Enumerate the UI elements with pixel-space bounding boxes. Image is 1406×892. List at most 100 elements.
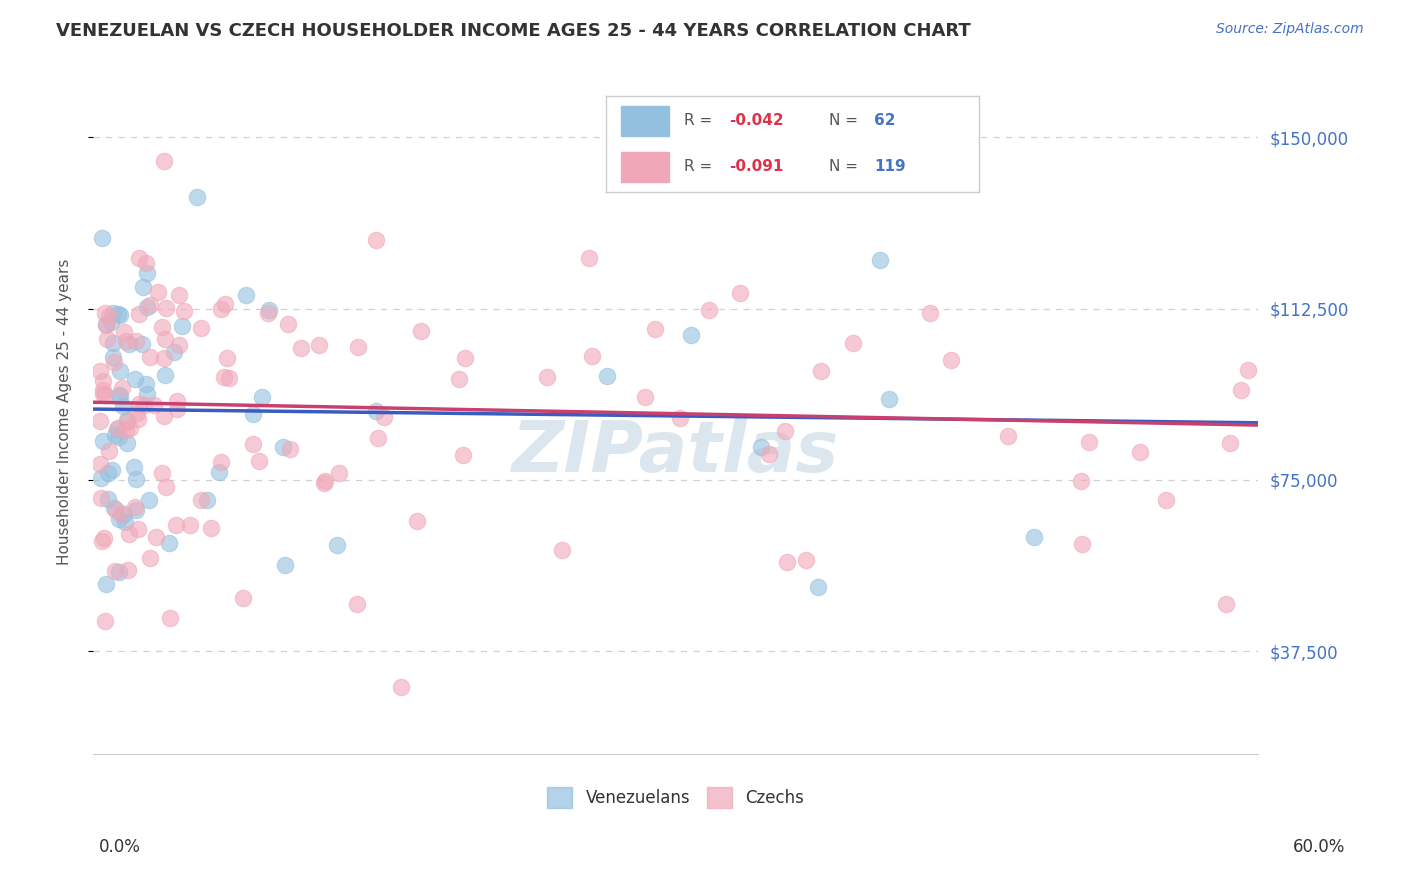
Venezuelans: [101, 350, 124, 364]
Venezuelans: [749, 440, 772, 454]
Czechs: [127, 522, 149, 536]
Venezuelans: [271, 441, 294, 455]
Czechs: [104, 503, 127, 517]
Venezuelans: [94, 317, 117, 331]
Venezuelans: [125, 502, 148, 516]
Czechs: [91, 374, 114, 388]
Czechs: [634, 390, 657, 404]
Czechs: [125, 334, 148, 348]
Czechs: [155, 301, 177, 315]
Czechs: [941, 352, 963, 367]
Venezuelans: [114, 515, 136, 529]
Czechs: [117, 563, 139, 577]
Czechs: [1230, 383, 1253, 397]
Czechs: [128, 397, 150, 411]
Venezuelans: [103, 336, 125, 351]
Czechs: [169, 338, 191, 352]
Czechs: [89, 414, 111, 428]
Text: 60.0%: 60.0%: [1292, 838, 1346, 855]
Czechs: [103, 355, 125, 369]
Czechs: [139, 550, 162, 565]
Venezuelans: [125, 472, 148, 486]
Czechs: [91, 534, 114, 549]
Venezuelans: [108, 388, 131, 402]
Venezuelans: [108, 512, 131, 526]
Czechs: [107, 421, 129, 435]
Czechs: [373, 410, 395, 425]
Venezuelans: [104, 428, 127, 442]
Venezuelans: [103, 501, 125, 516]
Czechs: [453, 351, 475, 366]
Venezuelans: [135, 267, 157, 281]
Czechs: [93, 306, 115, 320]
Venezuelans: [115, 413, 138, 427]
Venezuelans: [869, 253, 891, 268]
Czechs: [94, 318, 117, 333]
Czechs: [328, 466, 350, 480]
Venezuelans: [97, 491, 120, 506]
Czechs: [775, 424, 797, 438]
Venezuelans: [242, 407, 264, 421]
Czechs: [139, 350, 162, 364]
Czechs: [451, 448, 474, 462]
Venezuelans: [252, 390, 274, 404]
Czechs: [997, 429, 1019, 443]
Czechs: [98, 309, 121, 323]
Czechs: [153, 332, 176, 346]
Venezuelans: [97, 466, 120, 480]
Czechs: [215, 351, 238, 366]
Venezuelans: [100, 314, 122, 328]
Venezuelans: [105, 422, 128, 436]
Czechs: [128, 307, 150, 321]
Czechs: [114, 334, 136, 349]
Czechs: [256, 306, 278, 320]
Czechs: [277, 317, 299, 331]
Czechs: [135, 256, 157, 270]
Venezuelans: [155, 368, 177, 383]
Czechs: [155, 481, 177, 495]
Czechs: [406, 514, 429, 528]
Venezuelans: [681, 328, 703, 343]
Venezuelans: [326, 538, 349, 552]
Czechs: [179, 518, 201, 533]
Venezuelans: [101, 305, 124, 319]
Venezuelans: [195, 493, 218, 508]
Venezuelans: [91, 230, 114, 244]
Czechs: [166, 393, 188, 408]
Czechs: [146, 285, 169, 299]
Czechs: [578, 251, 600, 265]
Venezuelans: [132, 280, 155, 294]
Czechs: [124, 500, 146, 514]
Czechs: [918, 305, 941, 319]
Venezuelans: [186, 190, 208, 204]
Text: ZIPatlas: ZIPatlas: [512, 418, 839, 487]
Czechs: [449, 372, 471, 386]
Czechs: [214, 297, 236, 311]
Czechs: [139, 298, 162, 312]
Venezuelans: [115, 436, 138, 450]
Czechs: [93, 388, 115, 402]
Venezuelans: [108, 430, 131, 444]
Venezuelans: [100, 463, 122, 477]
Czechs: [115, 415, 138, 429]
Czechs: [114, 423, 136, 437]
Czechs: [644, 322, 666, 336]
Czechs: [90, 491, 112, 505]
Venezuelans: [163, 344, 186, 359]
Czechs: [96, 333, 118, 347]
Venezuelans: [807, 580, 830, 594]
Czechs: [1078, 435, 1101, 450]
Czechs: [1070, 536, 1092, 550]
Czechs: [93, 531, 115, 545]
Venezuelans: [91, 434, 114, 448]
Czechs: [1154, 492, 1177, 507]
Venezuelans: [1024, 530, 1046, 544]
Czechs: [165, 517, 187, 532]
Venezuelans: [274, 558, 297, 573]
Czechs: [1215, 597, 1237, 611]
Czechs: [110, 507, 132, 521]
Venezuelans: [96, 577, 118, 591]
Text: Source: ZipAtlas.com: Source: ZipAtlas.com: [1216, 22, 1364, 37]
Czechs: [794, 552, 817, 566]
Venezuelans: [107, 307, 129, 321]
